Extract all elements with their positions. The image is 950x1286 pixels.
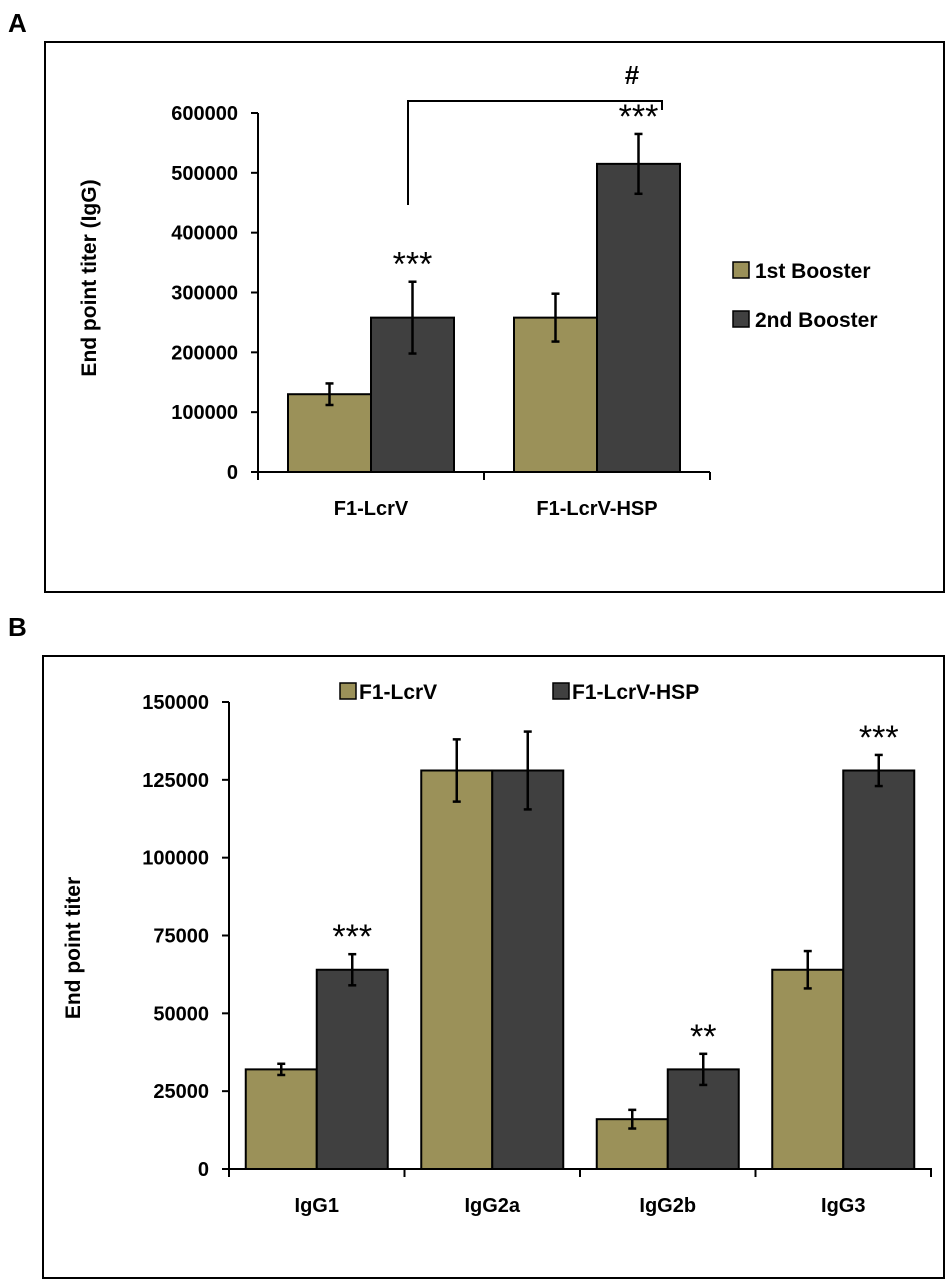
legend-swatch-f1-lcrv-hsp (552, 682, 570, 700)
y-tick-label: 100000 (171, 402, 238, 424)
y-tick-label: 0 (227, 462, 238, 484)
bar-igg1-f1-lcrv-hsp (315, 968, 389, 1170)
category-label-igg1: IgG1 (295, 1195, 339, 1217)
y-tick-label: 50000 (153, 1003, 209, 1025)
y-tick-label: 200000 (171, 342, 238, 364)
legend-label-f1-lcrv: F1-LcrV (359, 681, 437, 704)
panel-a-significance-bracket: # (407, 60, 663, 205)
panel-b-annotations: ******** (332, 719, 898, 1056)
y-tick-label: 500000 (171, 163, 238, 185)
panel-b-y-ticks: 0 25000 50000 75000 100000 125000 150000 (142, 692, 932, 1181)
legend-item-f1-lcrv-hsp: F1-LcrV-HSP (552, 681, 699, 704)
legend-swatch-f1-lcrv (339, 682, 357, 700)
y-tick-label: 25000 (153, 1081, 209, 1103)
bar-f1-lcrv-hsp-2nd-booster (596, 162, 681, 473)
panel-b: B End point titer 0 25000 50000 75000 100000… (8, 612, 945, 1279)
panel-b-bars (244, 730, 916, 1170)
bar-igg3-f1-lcrv-hsp (842, 769, 916, 1170)
category-label-igg2a: IgG2a (464, 1195, 520, 1217)
y-tick-label: 150000 (142, 692, 209, 714)
significance-label: *** (393, 246, 433, 284)
panel-b-frame (42, 655, 945, 1279)
category-label-igg2b: IgG2b (639, 1195, 696, 1217)
panel-b-letter: B (8, 612, 27, 642)
y-tick-label: 300000 (171, 283, 238, 305)
panel-a-annotations: *** *** (393, 98, 659, 284)
panel-a: A End point titer (IgG) 0 100000 200000 300… (8, 8, 945, 593)
bar-igg2a-f1-lcrv-hsp (491, 769, 565, 1170)
category-label-f1-lcrv-hsp: F1-LcrV-HSP (536, 498, 657, 520)
bar-igg2a-f1-lcrv (420, 769, 494, 1170)
y-tick-label: 0 (198, 1159, 209, 1181)
bracket-line (407, 100, 663, 205)
panel-a-y-ticks: 0 100000 200000 300000 400000 500000 600000 (171, 103, 711, 484)
bar-f1-lcrv-hsp-1st-booster (513, 316, 598, 473)
bar-igg1-f1-lcrv (244, 1068, 318, 1170)
legend-item-2nd-booster: 2nd Booster (732, 309, 878, 332)
significance-label: *** (619, 98, 659, 136)
y-tick-label: 400000 (171, 223, 238, 245)
legend-label-f1-lcrv-hsp: F1-LcrV-HSP (572, 681, 699, 704)
panel-a-y-axis-label: End point titer (IgG) (78, 179, 101, 376)
significance-label: *** (859, 719, 899, 757)
panel-a-legend: 1st Booster 2nd Booster (732, 260, 878, 332)
legend-swatch-2nd-booster (732, 310, 750, 328)
panel-b-legend: F1-LcrV F1-LcrV-HSP (339, 681, 699, 704)
legend-label-1st-booster: 1st Booster (755, 260, 871, 283)
panel-b-category-labels: IgG1 IgG2a IgG2b IgG3 (295, 1195, 866, 1217)
y-tick-label: 75000 (153, 926, 209, 948)
category-label-igg3: IgG3 (821, 1195, 865, 1217)
bracket-label: # (625, 60, 640, 90)
significance-label: *** (332, 918, 372, 956)
legend-item-1st-booster: 1st Booster (732, 260, 871, 283)
y-tick-label: 600000 (171, 103, 238, 125)
significance-label: ** (690, 1018, 716, 1056)
legend-swatch-1st-booster (732, 261, 750, 279)
bar-igg3-f1-lcrv (771, 968, 845, 1170)
bar-f1-lcrv-1st-booster (287, 393, 372, 474)
panel-a-letter: A (8, 8, 27, 38)
y-tick-label: 100000 (142, 848, 209, 870)
panel-b-y-axis-label: End point titer (62, 877, 85, 1019)
panel-a-frame (44, 41, 945, 593)
legend-item-f1-lcrv: F1-LcrV (339, 681, 437, 704)
category-label-f1-lcrv: F1-LcrV (334, 498, 409, 520)
panel-a-bars (287, 132, 681, 474)
panel-a-category-labels: F1-LcrV F1-LcrV-HSP (334, 498, 658, 520)
y-tick-label: 125000 (142, 770, 209, 792)
legend-label-2nd-booster: 2nd Booster (755, 309, 878, 332)
